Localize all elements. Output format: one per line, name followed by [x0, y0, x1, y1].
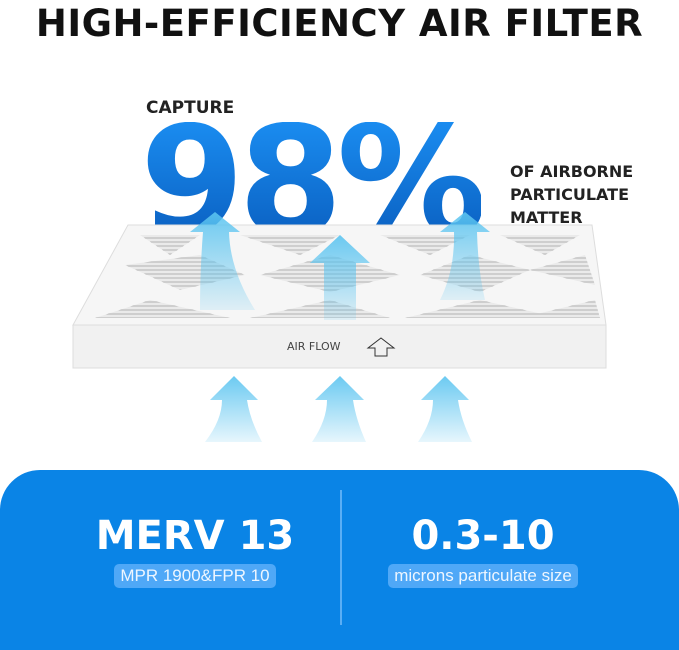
headline-suffix: OF AIRBORNE PARTICULATE MATTER	[510, 160, 633, 229]
airflow-label: AIR FLOW	[287, 340, 341, 353]
spec-caption: microns particulate size	[388, 564, 578, 588]
air-filter-illustration	[72, 212, 607, 442]
capture-label: CAPTURE	[146, 98, 235, 118]
specs-panel	[0, 470, 679, 650]
spec-microns: 0.3-10 microns particulate size	[313, 512, 653, 588]
spec-value: 0.3-10	[411, 513, 555, 559]
spec-value: MERV 13	[95, 513, 295, 559]
suffix-line: MATTER	[510, 208, 583, 227]
outline-up-arrow-icon	[366, 337, 396, 357]
page-title: HIGH-EFFICIENCY AIR FILTER	[35, 2, 644, 45]
suffix-line: OF AIRBORNE	[510, 162, 634, 181]
airflow-arrows	[190, 212, 490, 442]
spec-caption: MPR 1900&FPR 10	[114, 564, 276, 588]
suffix-line: PARTICULATE	[510, 185, 630, 204]
spec-merv: MERV 13 MPR 1900&FPR 10	[25, 512, 365, 588]
divider	[340, 490, 342, 625]
